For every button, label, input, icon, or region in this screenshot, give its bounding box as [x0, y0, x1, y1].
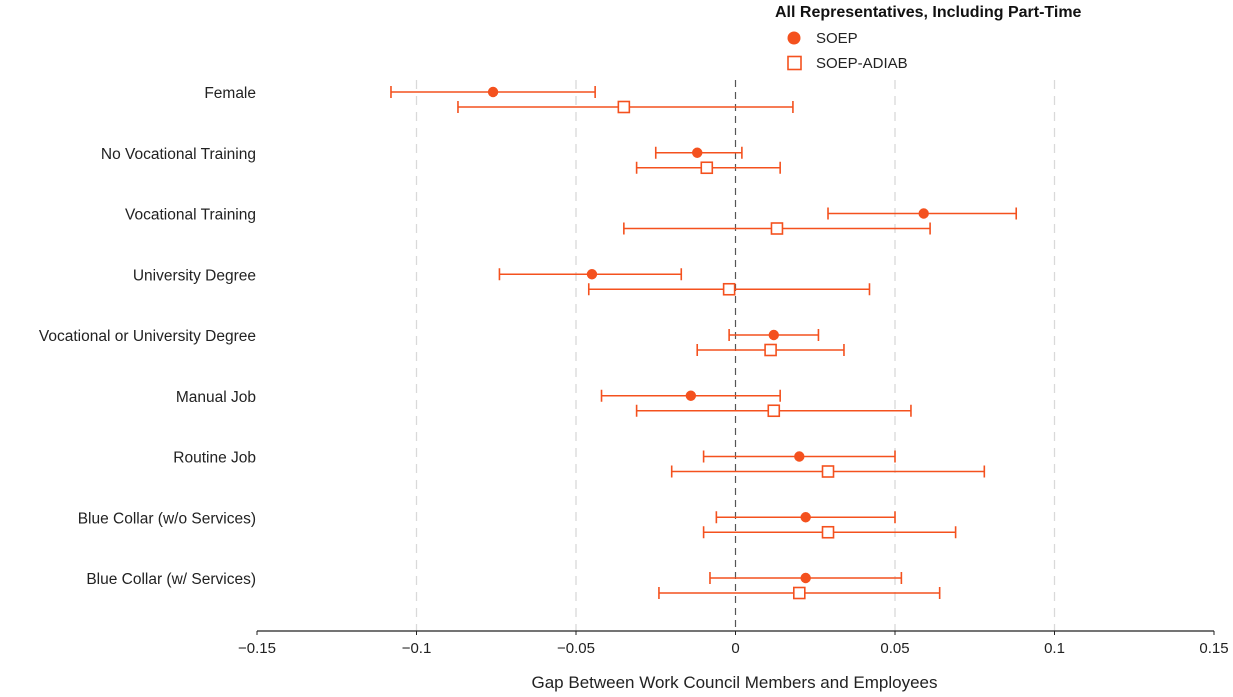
x-tick-label: −0.1 [402, 640, 432, 657]
data-point-square [821, 465, 835, 478]
data-point-circle [685, 390, 697, 401]
legend-items: SOEP SOEP-ADIAB [787, 30, 908, 72]
x-tick-label: −0.15 [238, 640, 276, 657]
legend-swatch-square [787, 55, 802, 71]
soep-adiab-estimate-group [635, 404, 912, 418]
grid-lines [415, 80, 1056, 631]
legend-item: SOEP [787, 30, 858, 47]
soep-estimate-group [709, 572, 903, 584]
category-label: Vocational Training [125, 207, 256, 224]
legend-item: SOEP-ADIAB [787, 55, 908, 72]
x-axis: −0.15 −0.1 −0.05 0 0.05 0.1 0.15 [238, 630, 1229, 657]
data-point-square [617, 100, 631, 114]
category-label: Routine Job [173, 450, 256, 467]
data-point-circle [800, 512, 811, 523]
category-label: Blue Collar (w/ Services) [86, 571, 256, 588]
data-point-circle [800, 572, 811, 584]
legend-title: All Representatives, Including Part-Time [775, 4, 1082, 21]
data-point-circle [794, 451, 805, 462]
data-point-circle [586, 269, 598, 280]
soep-adiab-estimate-group [457, 100, 794, 114]
soep-adiab-estimate-group [658, 586, 941, 600]
data-point-circle [768, 329, 779, 341]
soep-estimate-group [498, 268, 683, 281]
x-tick-label: 0 [731, 640, 739, 657]
data-point-square [770, 222, 784, 235]
category-label: No Vocational Training [101, 146, 256, 163]
x-axis-title: Gap Between Work Council Members and Emp… [532, 673, 938, 692]
data-point-circle [918, 208, 929, 219]
x-tick-label: 0.05 [880, 640, 909, 657]
soep-estimate-group [654, 146, 743, 159]
legend-label: SOEP-ADIAB [816, 55, 908, 72]
data-point-circle [692, 147, 703, 158]
data-point-square [767, 404, 781, 418]
soep-estimate-group [827, 207, 1018, 220]
x-tick-label: 0.1 [1044, 640, 1065, 657]
soep-adiab-estimate-group [587, 282, 871, 296]
data-point-square [792, 586, 806, 600]
soep-adiab-estimate-group [702, 525, 957, 539]
soep-adiab-estimate-group [623, 222, 931, 235]
soep-estimate-group [728, 329, 820, 341]
category-label: University Degree [133, 267, 256, 284]
category-labels: Female No Vocational Training Vocational T… [39, 85, 256, 588]
category-label: Blue Collar (w/o Services) [78, 510, 256, 527]
category-label: Manual Job [176, 389, 256, 406]
data-point-square [722, 282, 736, 296]
category-label: Vocational or University Degree [39, 328, 256, 345]
soep-estimate-group [715, 511, 896, 524]
data-point-square [764, 343, 777, 357]
x-tick-label: −0.05 [557, 640, 595, 657]
soep-adiab-estimate-group [635, 161, 781, 175]
data-point-circle [487, 86, 499, 98]
x-tick-label: 0.15 [1199, 640, 1228, 657]
category-label: Female [204, 85, 256, 102]
soep-adiab-estimate-group [696, 343, 845, 357]
data-marks [390, 86, 1018, 600]
legend-label: SOEP [816, 30, 858, 47]
legend-swatch-circle [787, 31, 801, 45]
soep-adiab-estimate-group [670, 465, 986, 478]
soep-estimate-group [702, 450, 896, 463]
data-point-square [821, 525, 835, 539]
data-point-square [700, 161, 714, 175]
legend: All Representatives, Including Part-Time… [775, 4, 1082, 72]
soep-estimate-group [390, 86, 596, 98]
soep-estimate-group [600, 389, 781, 402]
